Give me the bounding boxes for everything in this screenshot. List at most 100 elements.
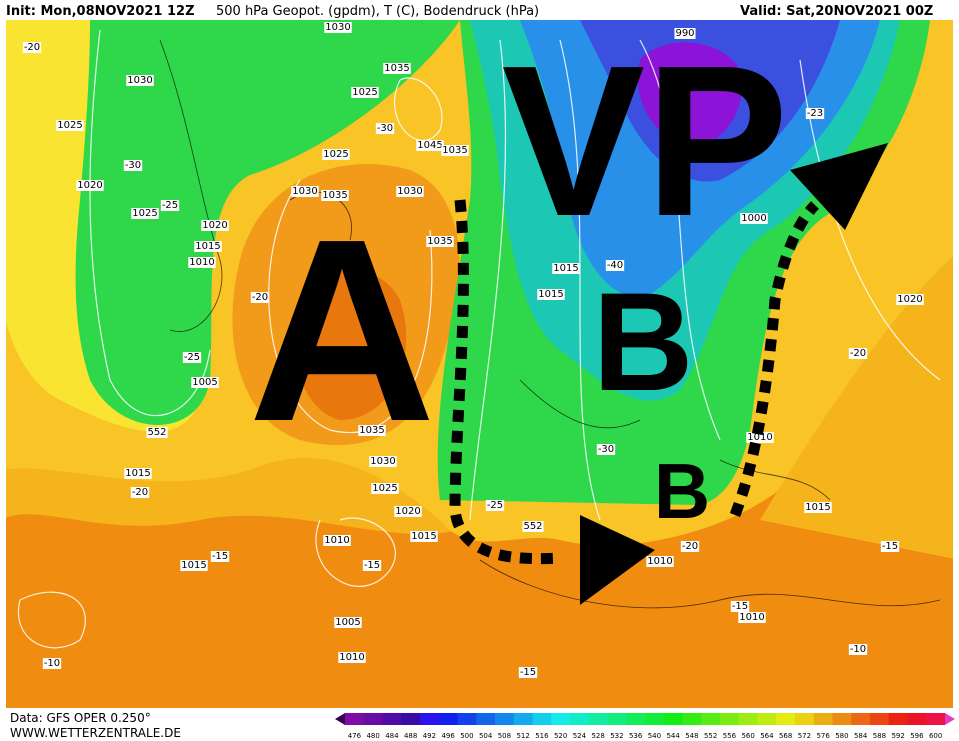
isobar-label: 1000 xyxy=(741,213,766,224)
isobar-label: -10 xyxy=(850,644,866,655)
color-label: 564 xyxy=(760,732,774,740)
isobar-label: 1010 xyxy=(324,535,349,546)
color-label: 588 xyxy=(873,732,886,740)
isobar-label: 1015 xyxy=(181,560,206,571)
valid-time: Valid: Sat,20NOV2021 00Z xyxy=(740,4,933,19)
map-labels: 1030 1025 1020 -30 -25 1025 1020 1015 1010 -20 -25… xyxy=(22,22,924,678)
color-label: 560 xyxy=(741,732,754,740)
color-label: 532 xyxy=(610,732,623,740)
color-label: 508 xyxy=(498,732,511,740)
label-box xyxy=(441,145,469,156)
color-label: 580 xyxy=(835,732,848,740)
color-label: 524 xyxy=(573,732,587,740)
isobar-label: -23 xyxy=(807,108,823,119)
color-cell xyxy=(476,713,496,725)
isobar-label: 1010 xyxy=(739,612,764,623)
color-label: 592 xyxy=(891,732,904,740)
map-title: 500 hPa Geopot. (gpdm), T (C), Bodendruc… xyxy=(216,4,539,19)
label-box xyxy=(188,257,216,268)
label-box xyxy=(804,502,832,513)
isobar-label: -25 xyxy=(487,500,503,511)
isobar-label: 1025 xyxy=(372,483,397,494)
color-label: 476 xyxy=(348,732,362,740)
isobar-label: 552 xyxy=(523,521,542,532)
color-cell xyxy=(907,713,927,725)
label-box xyxy=(191,377,219,388)
color-label: 544 xyxy=(666,732,680,740)
label-box xyxy=(805,108,825,119)
isobar-label: 1015 xyxy=(553,263,578,274)
isobar-label: 1025 xyxy=(323,149,348,160)
label-box xyxy=(362,560,382,571)
isobar-label: 1010 xyxy=(189,257,214,268)
label-box xyxy=(250,292,270,303)
label-box xyxy=(124,468,152,479)
color-cell xyxy=(870,713,890,725)
label-box xyxy=(416,140,444,151)
label-box xyxy=(180,560,208,571)
label-box xyxy=(740,213,768,224)
label-box xyxy=(321,190,349,201)
label-box xyxy=(324,22,352,33)
color-label: 488 xyxy=(404,732,417,740)
label-box xyxy=(394,506,422,517)
label-box xyxy=(338,652,366,663)
arrows xyxy=(449,143,888,605)
isobar-label: -20 xyxy=(682,541,698,552)
color-cell xyxy=(757,713,777,725)
label-box xyxy=(369,456,397,467)
isobar-label: -15 xyxy=(882,541,898,552)
label-box xyxy=(848,644,868,655)
isobar-label: -30 xyxy=(598,444,614,455)
color-cell xyxy=(682,713,702,725)
label-box xyxy=(56,120,84,131)
data-source: Data: GFS OPER 0.250° xyxy=(10,711,151,725)
color-label: 596 xyxy=(910,732,924,740)
isobar-label: -30 xyxy=(125,160,141,171)
color-label: 484 xyxy=(385,732,399,740)
label-box xyxy=(674,28,696,39)
color-cell xyxy=(570,713,590,725)
color-cell xyxy=(438,713,458,725)
label-box xyxy=(194,241,222,252)
color-cell xyxy=(645,713,665,725)
isobar-label: 1030 xyxy=(325,22,350,33)
isobar-label: -30 xyxy=(377,123,393,134)
label-box xyxy=(730,601,750,612)
label-box xyxy=(126,75,154,86)
isobar-label: -20 xyxy=(132,487,148,498)
label-box xyxy=(322,149,350,160)
isobar-label: 1030 xyxy=(370,456,395,467)
isobar-label: 1015 xyxy=(538,289,563,300)
label-box xyxy=(646,556,674,567)
color-label: 540 xyxy=(648,732,661,740)
label-box xyxy=(358,425,386,436)
label-box xyxy=(375,123,395,134)
color-label: 536 xyxy=(629,732,643,740)
label-box xyxy=(123,160,143,171)
color-cell xyxy=(382,713,402,725)
isobar-label: 552 xyxy=(147,427,166,438)
annotation: VP xyxy=(502,20,789,261)
label-box xyxy=(42,658,62,669)
label-box xyxy=(537,289,565,300)
color-bar: 476 480 484 488 492 496 500 504 508 512 516 520 524 5… xyxy=(335,713,955,740)
label-box xyxy=(738,612,766,623)
isobar-label: -25 xyxy=(184,352,200,363)
isobar-label: 1010 xyxy=(647,556,672,567)
color-cell xyxy=(420,713,440,725)
label-box xyxy=(351,87,379,98)
init-time: Init: Mon,08NOV2021 12Z xyxy=(6,4,195,19)
isobar-label: 1045 xyxy=(417,140,442,151)
label-box xyxy=(22,42,42,53)
color-label: 480 xyxy=(366,732,379,740)
color-label: 516 xyxy=(535,732,549,740)
color-label: 548 xyxy=(685,732,698,740)
isobar-label: -25 xyxy=(162,200,178,211)
color-label: 556 xyxy=(723,732,737,740)
label-box xyxy=(201,220,229,231)
label-box xyxy=(426,236,454,247)
isobar-label: -20 xyxy=(850,348,866,359)
label-box xyxy=(680,541,700,552)
annotation: A xyxy=(248,186,436,476)
